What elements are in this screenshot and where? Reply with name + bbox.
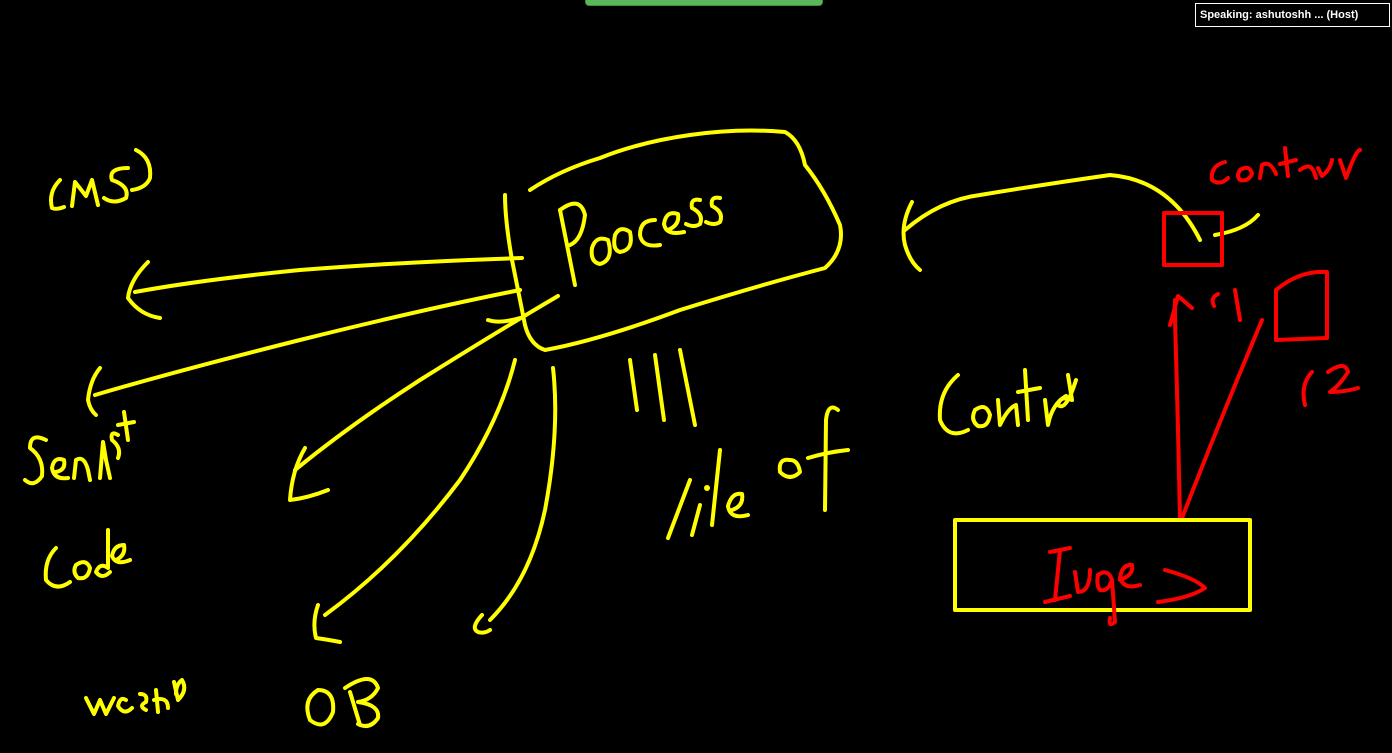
handwriting-ob <box>305 677 381 728</box>
handwriting-life-of <box>666 405 850 540</box>
images-box <box>953 518 1252 612</box>
handwriting-equals <box>628 348 697 427</box>
handwriting-contra <box>937 368 1078 436</box>
handwriting-weshp <box>84 678 187 716</box>
handwriting-lode <box>43 528 132 589</box>
screen-share-banner[interactable] <box>585 0 823 6</box>
handwriting-c1 <box>1210 288 1242 322</box>
active-speaker-indicator: Speaking: ashutoshh ... (Host) <box>1195 3 1390 27</box>
process-left-tick <box>486 316 522 324</box>
handwriting-process <box>558 195 723 287</box>
arrow-contaue-to-process <box>901 173 1260 272</box>
handwriting-images <box>1043 546 1207 627</box>
container-box-c1 <box>1162 211 1224 267</box>
handwriting-senist <box>23 410 136 486</box>
arrow-to-bottom <box>472 366 558 635</box>
arrow-to-ob <box>312 358 517 644</box>
arrow-to-lode <box>288 294 560 502</box>
container-box-c2 <box>1274 269 1329 342</box>
handwriting-contaue <box>1209 146 1362 185</box>
handwriting-c2 <box>1301 364 1360 407</box>
process-box-outline <box>503 128 843 352</box>
handwriting-ms <box>49 148 153 211</box>
arrow-image-to-c1 <box>1168 294 1194 522</box>
arrow-to-ms <box>126 256 524 320</box>
arrow-image-to-c2 <box>1180 318 1264 520</box>
arrow-to-senist <box>86 288 522 417</box>
